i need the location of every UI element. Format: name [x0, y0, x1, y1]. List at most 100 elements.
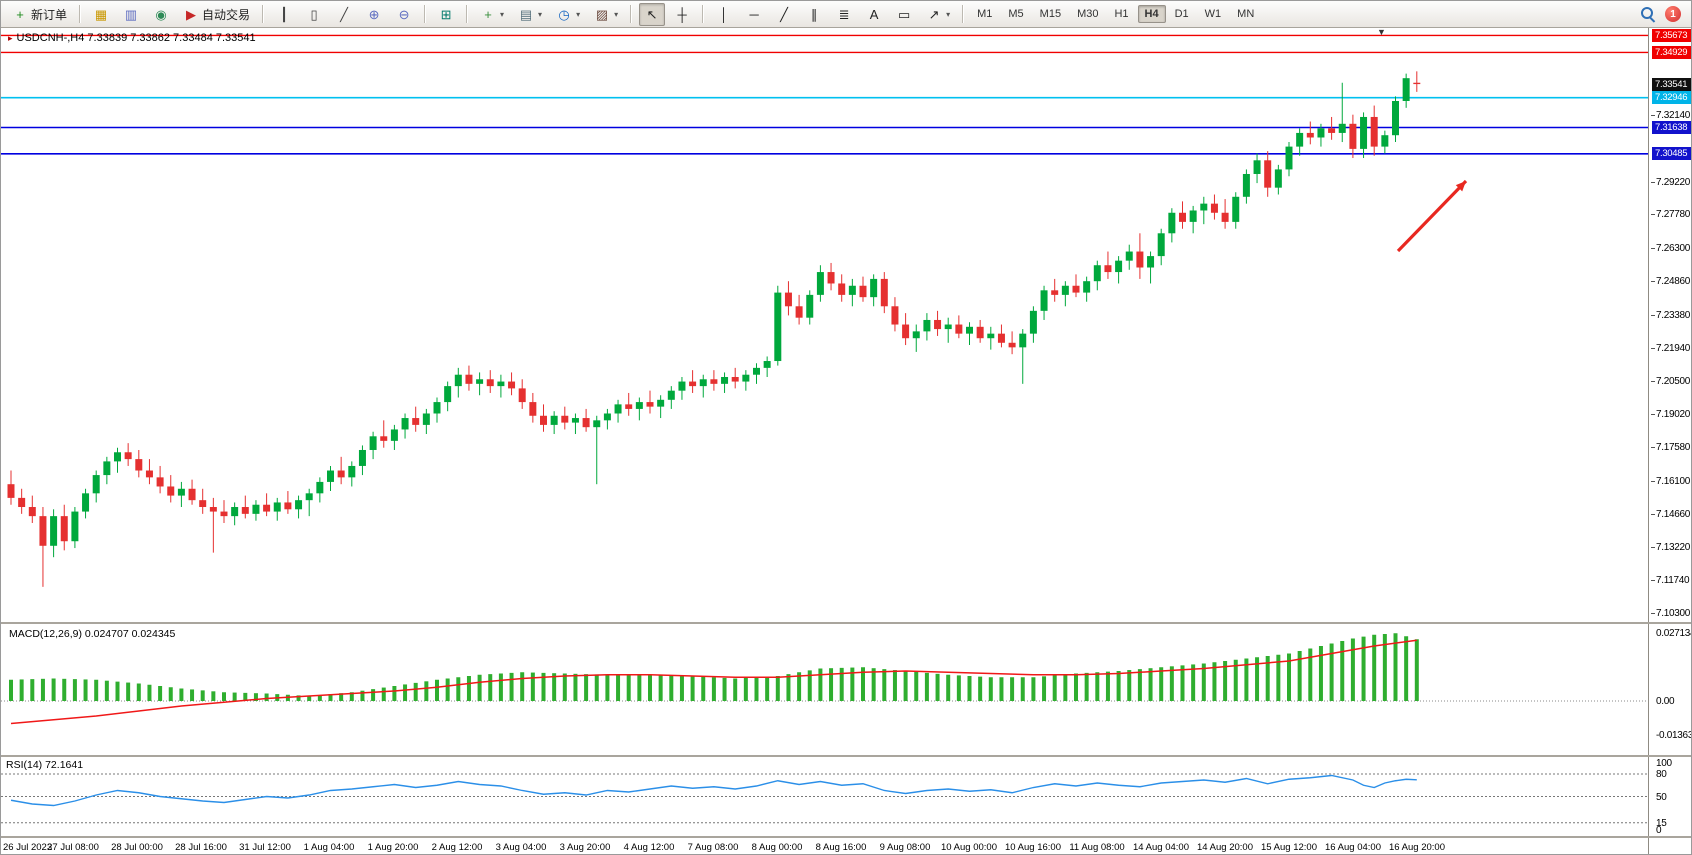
timeframe-h1[interactable]: H1: [1114, 8, 1129, 20]
price-tick: 7.10300: [1650, 608, 1691, 620]
time-axis-label: 16 Aug 04:00: [1325, 842, 1381, 853]
price-tick: 7.27780: [1650, 209, 1691, 221]
periods-button[interactable]: ◷ ▾: [551, 3, 585, 26]
time-axis-label: 16 Aug 20:00: [1389, 842, 1445, 853]
macd-axis-label: 0.00: [1656, 696, 1675, 707]
price-tick: 7.19020: [1650, 409, 1691, 421]
time-axis-label: 9 Aug 08:00: [879, 842, 931, 853]
search-icon[interactable]: [1641, 7, 1655, 21]
channel-icon: ∥: [810, 6, 818, 22]
time-axis-label: 10 Aug 16:00: [1005, 842, 1061, 853]
text-button[interactable]: A: [861, 3, 887, 26]
price-level-badge: 7.35673: [1652, 28, 1691, 42]
price-level-badge: 7.32946: [1652, 91, 1691, 105]
timeframe-m1[interactable]: M1: [977, 8, 993, 20]
crosshair-button[interactable]: ┼: [669, 3, 695, 26]
macd-axis-label: -0.013633: [1656, 730, 1691, 742]
market-watch-button[interactable]: ▥: [118, 3, 144, 26]
vertical-line-button[interactable]: │: [711, 3, 737, 26]
symbol-ohlc: ▸ USDCNH-,H4 7.33839 7.33862 7.33484 7.3…: [8, 32, 256, 44]
fibonacci-icon: ≣: [838, 6, 850, 22]
horizontal-line-button[interactable]: ─: [741, 3, 767, 26]
price-tick: 7.29220: [1650, 176, 1691, 188]
new-order-button[interactable]: + 新订单: [7, 3, 72, 26]
arrows-icon: ↗: [928, 6, 940, 22]
timeframe-m30[interactable]: M30: [1077, 8, 1099, 20]
time-axis-label: 28 Jul 16:00: [175, 842, 227, 853]
candlestick-chart-button[interactable]: ▯: [301, 3, 327, 26]
templates-button[interactable]: ▨ ▾: [589, 3, 623, 26]
notification-badge[interactable]: 1: [1665, 6, 1681, 22]
macd-panel[interactable]: [1, 624, 1651, 755]
templates-icon: ▨: [595, 6, 609, 22]
panel-divider-macd[interactable]: [1, 622, 1691, 624]
line-chart-button[interactable]: ╱: [331, 3, 357, 26]
fibonacci-button[interactable]: ≣: [831, 3, 857, 26]
charts-button[interactable]: ▦: [88, 3, 114, 26]
zoom-in-icon: ⊕: [368, 6, 380, 22]
panel-divider-rsi[interactable]: [1, 755, 1691, 757]
price-tick: 7.21940: [1650, 342, 1691, 354]
timeframe-m5[interactable]: M5: [1008, 8, 1024, 20]
symbol-ohlc-label: USDCNH-,H4 7.33839 7.33862 7.33484 7.335…: [16, 32, 256, 44]
price-level-badge: 7.30485: [1652, 147, 1691, 161]
dropdown-arrow-icon: ▾: [576, 9, 581, 19]
toolbar-separator: [630, 5, 633, 23]
toolbar-separator: [466, 5, 469, 23]
rsi-axis-label: 50: [1656, 791, 1667, 803]
indicators-button[interactable]: + ▾: [475, 3, 509, 26]
navigator-button[interactable]: ◉: [148, 3, 174, 26]
toolbar-separator: [424, 5, 427, 23]
timeframe-d1[interactable]: D1: [1174, 8, 1189, 20]
zoom-out-button[interactable]: ⊖: [391, 3, 417, 26]
toolbar-separator: [962, 5, 965, 23]
tile-windows-button[interactable]: ⊞: [433, 3, 459, 26]
time-axis-label: 15 Aug 12:00: [1261, 842, 1317, 853]
zoom-in-button[interactable]: ⊕: [361, 3, 387, 26]
navigator-icon: ◉: [155, 6, 167, 22]
chart-shift-marker-icon[interactable]: ▼: [1377, 27, 1386, 37]
channel-button[interactable]: ∥: [801, 3, 827, 26]
rsi-panel[interactable]: [1, 757, 1651, 836]
timeframe-mn[interactable]: MN: [1237, 8, 1255, 20]
dropdown-arrow-icon: ▾: [500, 9, 505, 19]
candlestick-chart-icon: ▯: [310, 6, 318, 22]
bar-chart-icon: ┃: [280, 6, 288, 22]
zoom-out-icon: ⊖: [398, 6, 410, 22]
trendline-button[interactable]: ╱: [771, 3, 797, 26]
horizontal-line-icon: ─: [749, 6, 759, 22]
dropdown-arrow-icon: ▾: [538, 9, 543, 19]
charts-icon: ▦: [94, 6, 108, 22]
time-axis[interactable]: [1, 837, 1651, 854]
timeframe-w1[interactable]: W1: [1204, 8, 1222, 20]
bar-chart-button[interactable]: ┃: [271, 3, 297, 26]
one-click-trading-toggle[interactable]: ▸: [8, 32, 13, 43]
time-axis-label: 1 Aug 04:00: [303, 842, 355, 853]
price-level-badge: 7.31638: [1652, 120, 1691, 134]
arrows-button[interactable]: ↗ ▾: [921, 3, 955, 26]
market-watch-icon: ▥: [124, 6, 138, 22]
time-axis-label: 27 Jul 08:00: [47, 842, 99, 853]
price-tick: 7.26300: [1650, 243, 1691, 255]
rsi-axis-label: 80: [1656, 769, 1667, 780]
toolbar: + 新订单 ▦ ▥ ◉ ▶ 自动交易 ┃ ▯ ╱ ⊕ ⊖ ⊞ + ▾ ▤ ▾ ◷ ▾ ▨ ▾ ↖ ┼ │ ─ ╱ ∥ ≣ A ▭ ↗ ▾ M1 M…: [1, 1, 1691, 28]
time-axis-label: 7 Aug 08:00: [687, 842, 739, 853]
price-tick: 7.11740: [1650, 575, 1690, 587]
price-axis[interactable]: [1648, 28, 1691, 854]
time-axis-label: 28 Jul 00:00: [111, 842, 163, 853]
clock-icon: ◷: [558, 6, 570, 22]
price-chart-panel[interactable]: [1, 28, 1651, 622]
rsi-label: RSI(14) 72.1641: [6, 759, 84, 771]
time-axis-label: 11 Aug 08:00: [1069, 842, 1125, 853]
label-button[interactable]: ▭: [891, 3, 917, 26]
timeframe-m15[interactable]: M15: [1039, 8, 1062, 20]
timeframe-h4[interactable]: H4: [1137, 5, 1166, 23]
price-tick: 7.32140: [1650, 110, 1691, 122]
new-order-button-label: 新订单: [31, 7, 68, 22]
time-axis-label: 14 Aug 04:00: [1133, 842, 1189, 853]
new-chart-button[interactable]: ▤ ▾: [513, 3, 547, 26]
cursor-button[interactable]: ↖: [639, 2, 666, 26]
autotrading-button[interactable]: ▶ 自动交易: [178, 3, 255, 26]
dropdown-arrow-icon: ▾: [614, 9, 619, 19]
